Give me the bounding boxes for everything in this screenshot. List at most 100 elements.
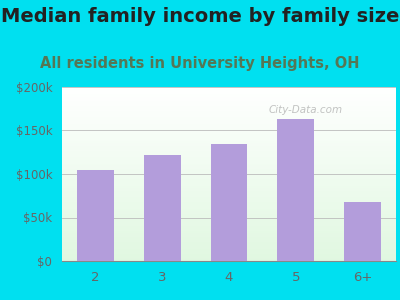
Text: Median family income by family size: Median family income by family size bbox=[1, 8, 399, 26]
Bar bbox=[62, 139, 396, 141]
Bar bbox=[62, 108, 396, 110]
Bar bbox=[62, 247, 396, 249]
Bar bbox=[62, 235, 396, 237]
Bar bbox=[62, 101, 396, 103]
Bar bbox=[62, 212, 396, 214]
Bar bbox=[62, 193, 396, 195]
Bar bbox=[62, 141, 396, 143]
Bar bbox=[62, 230, 396, 231]
Bar bbox=[62, 211, 396, 212]
Bar bbox=[211, 143, 247, 261]
Bar bbox=[62, 231, 396, 233]
Bar bbox=[62, 240, 396, 242]
Bar bbox=[62, 103, 396, 104]
Bar bbox=[62, 130, 396, 132]
Bar bbox=[62, 87, 396, 89]
Bar bbox=[62, 250, 396, 252]
Bar bbox=[277, 119, 314, 261]
Bar bbox=[62, 129, 396, 130]
Bar bbox=[62, 214, 396, 216]
Bar bbox=[62, 257, 396, 259]
Bar bbox=[62, 176, 396, 178]
Bar bbox=[62, 164, 396, 165]
Bar bbox=[62, 172, 396, 174]
Bar bbox=[62, 188, 396, 190]
Bar bbox=[62, 186, 396, 188]
Bar bbox=[62, 160, 396, 162]
Bar bbox=[62, 184, 396, 186]
Bar bbox=[62, 155, 396, 157]
Bar bbox=[62, 196, 396, 198]
Bar bbox=[62, 237, 396, 239]
Bar bbox=[62, 238, 396, 240]
Bar bbox=[62, 224, 396, 226]
Bar bbox=[62, 174, 396, 176]
Bar bbox=[62, 221, 396, 223]
Bar bbox=[62, 110, 396, 111]
Bar bbox=[62, 148, 396, 150]
Bar bbox=[62, 254, 396, 256]
Bar bbox=[62, 223, 396, 224]
Bar bbox=[62, 228, 396, 230]
Bar bbox=[62, 127, 396, 129]
Bar bbox=[62, 178, 396, 179]
Bar bbox=[62, 165, 396, 167]
Bar bbox=[62, 233, 396, 235]
Bar bbox=[62, 218, 396, 219]
Bar bbox=[62, 89, 396, 91]
Bar bbox=[62, 181, 396, 183]
Bar bbox=[62, 219, 396, 221]
Bar bbox=[62, 146, 396, 148]
Bar bbox=[62, 150, 396, 152]
Bar bbox=[62, 200, 396, 202]
Bar bbox=[62, 209, 396, 211]
Bar bbox=[62, 207, 396, 209]
Bar bbox=[62, 202, 396, 204]
Bar bbox=[62, 153, 396, 155]
Bar bbox=[62, 124, 396, 125]
Bar bbox=[62, 106, 396, 108]
Bar bbox=[77, 169, 114, 261]
Bar bbox=[62, 183, 396, 184]
Bar bbox=[62, 244, 396, 245]
Bar bbox=[62, 152, 396, 153]
Bar bbox=[62, 245, 396, 247]
Bar bbox=[62, 198, 396, 200]
Bar bbox=[62, 216, 396, 218]
Bar bbox=[62, 94, 396, 96]
Bar bbox=[62, 118, 396, 120]
Bar bbox=[62, 157, 396, 158]
Bar bbox=[62, 252, 396, 254]
Text: All residents in University Heights, OH: All residents in University Heights, OH bbox=[40, 56, 360, 70]
Bar bbox=[62, 122, 396, 124]
Bar bbox=[344, 202, 381, 261]
Bar bbox=[144, 155, 181, 261]
Bar bbox=[62, 104, 396, 106]
Text: City-Data.com: City-Data.com bbox=[269, 105, 343, 115]
Bar bbox=[62, 158, 396, 160]
Bar bbox=[62, 167, 396, 169]
Bar bbox=[62, 204, 396, 205]
Bar bbox=[62, 120, 396, 122]
Bar bbox=[62, 256, 396, 257]
Bar bbox=[62, 99, 396, 101]
Bar bbox=[62, 113, 396, 115]
Bar bbox=[62, 226, 396, 228]
Bar bbox=[62, 91, 396, 92]
Bar bbox=[62, 170, 396, 172]
Bar bbox=[62, 115, 396, 117]
Bar bbox=[62, 242, 396, 244]
Bar bbox=[62, 190, 396, 191]
Bar bbox=[62, 92, 396, 94]
Bar bbox=[62, 96, 396, 98]
Bar bbox=[62, 169, 396, 170]
Bar bbox=[62, 205, 396, 207]
Bar bbox=[62, 191, 396, 193]
Bar bbox=[62, 259, 396, 261]
Bar bbox=[62, 179, 396, 181]
Bar bbox=[62, 136, 396, 137]
Bar bbox=[62, 162, 396, 164]
Bar bbox=[62, 144, 396, 146]
Bar bbox=[62, 117, 396, 118]
Bar bbox=[62, 143, 396, 144]
